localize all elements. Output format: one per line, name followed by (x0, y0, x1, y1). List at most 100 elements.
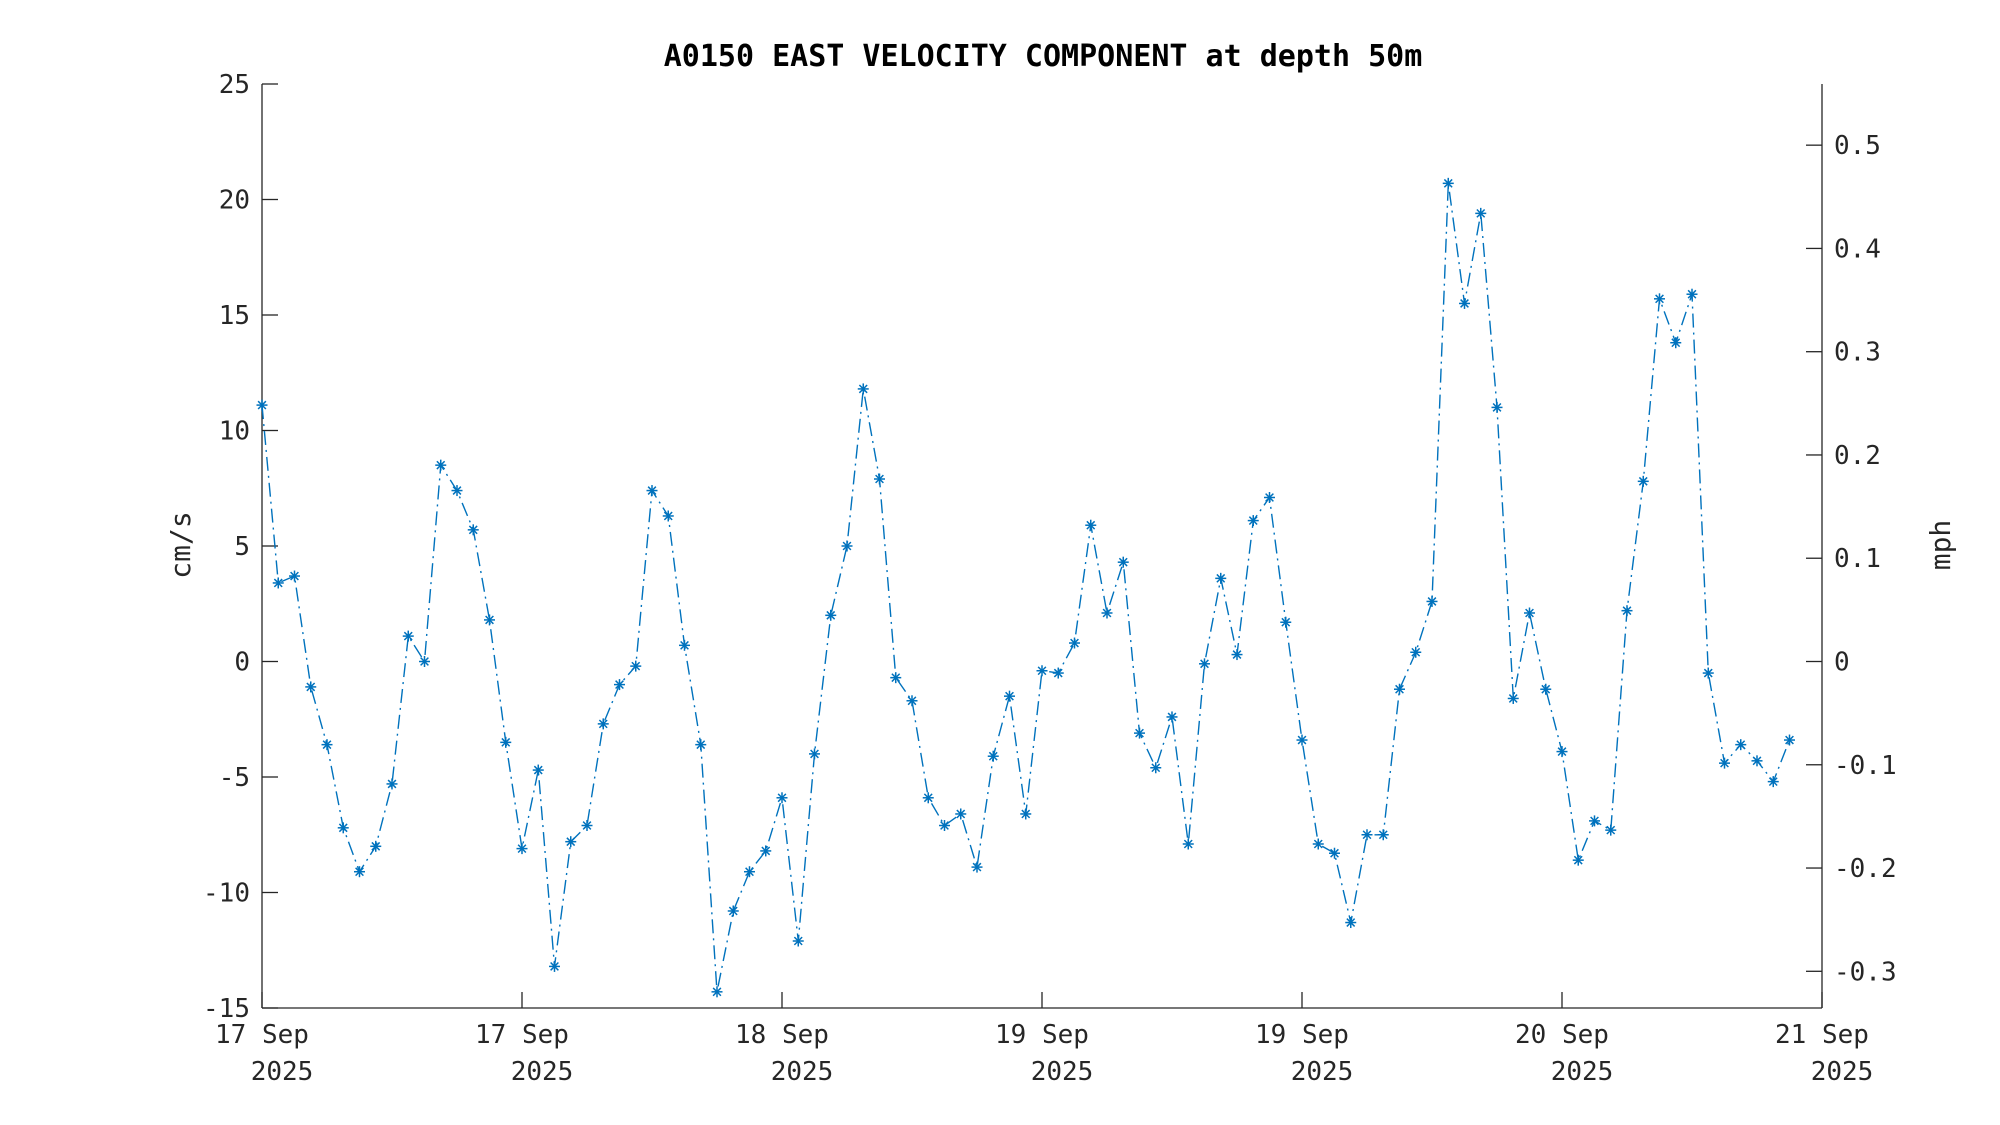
data-point-marker (906, 695, 918, 707)
x-tick-label-date: 20 Sep (1515, 1020, 1609, 1050)
y-tick-label-left: 15 (219, 301, 250, 331)
plot-axes: 25 20 15 10 5 0 -5 -10 -15 0.5 0.4 0.3 0.2 0.1 0 -0.1 -0… (203, 70, 1897, 1087)
chart-title: A0150 EAST VELOCITY COMPONENT at depth 5… (664, 39, 1423, 74)
y-tick-label-right: 0.4 (1834, 234, 1881, 264)
data-point-marker (272, 577, 284, 589)
data-point-marker (1134, 727, 1145, 739)
data-point-marker (581, 820, 593, 832)
y-tick-label-left: -5 (219, 763, 250, 793)
data-point-marker (419, 656, 430, 667)
data-point-marker (1052, 667, 1064, 679)
x-tick-label-year: 2025 (1291, 1057, 1354, 1087)
data-point-marker (370, 840, 382, 852)
data-point-marker (1524, 607, 1535, 619)
data-point-marker (971, 861, 983, 873)
data-point-marker (922, 792, 934, 804)
data-point-marker (890, 672, 902, 684)
data-point-marker (467, 524, 479, 536)
data-point-marker (1540, 683, 1552, 695)
data-point-marker (516, 843, 528, 855)
series-layer (256, 177, 1795, 998)
x-tick-label-date: 18 Sep (735, 1020, 829, 1050)
data-point-marker (1702, 667, 1714, 679)
data-point-marker (1475, 207, 1487, 219)
data-point-marker (776, 792, 788, 804)
data-point-marker (1605, 824, 1617, 836)
y-tick-label-right: 0.5 (1834, 131, 1881, 161)
y-tick-label-right: -0.3 (1834, 957, 1897, 987)
data-point-marker (337, 822, 349, 834)
data-point-marker (1377, 829, 1389, 841)
data-point-marker (1621, 605, 1633, 617)
y-tick-label-right: 0.2 (1834, 441, 1881, 471)
data-point-marker (1361, 829, 1373, 841)
data-point-marker (630, 660, 642, 672)
data-point-marker (760, 845, 772, 857)
y-tick-label-right: -0.2 (1834, 854, 1897, 884)
data-point-marker (1784, 734, 1795, 746)
y-tick-label-right: 0 (1834, 648, 1850, 678)
x-tick-label-date: 19 Sep (995, 1020, 1089, 1050)
data-point-marker (939, 820, 950, 832)
y-tick-label-right: 0.3 (1834, 338, 1881, 368)
data-point-marker (874, 473, 885, 485)
data-point-marker (435, 459, 447, 471)
data-point-marker (402, 630, 414, 642)
data-point-marker (857, 383, 869, 395)
data-point-marker (1264, 491, 1275, 503)
data-point-marker (1231, 649, 1243, 661)
x-tick-label-year: 2025 (511, 1057, 574, 1087)
x-tick-label-year: 2025 (1031, 1057, 1094, 1087)
data-point-marker (1150, 762, 1162, 774)
data-point-marker (1637, 475, 1649, 487)
data-point-marker (565, 836, 577, 848)
data-point-marker (1507, 692, 1519, 704)
x-tick-label-date: 17 Sep (475, 1020, 569, 1050)
data-point-marker (1767, 776, 1779, 788)
data-point-marker (1312, 838, 1324, 850)
data-point-marker (386, 778, 398, 790)
data-point-marker (1410, 646, 1422, 658)
data-point-marker (1426, 595, 1438, 607)
data-point-marker (1280, 616, 1292, 628)
data-point-marker (289, 570, 300, 582)
y-tick-label-left: -15 (203, 994, 250, 1024)
data-point-marker (1101, 607, 1113, 619)
data-point-marker (1215, 572, 1227, 584)
x-tick-label-date: 19 Sep (1255, 1020, 1349, 1050)
data-point-marker (792, 935, 804, 947)
data-point-marker (1670, 337, 1682, 349)
y-axis-label-right: mph (1924, 520, 1957, 571)
data-point-marker (532, 764, 544, 776)
y-tick-label-left: 5 (234, 532, 250, 562)
data-point-marker (1589, 815, 1600, 827)
data-point-marker (695, 739, 707, 751)
data-point-marker (305, 681, 317, 693)
data-point-marker (1085, 519, 1097, 531)
data-point-marker (1345, 917, 1357, 929)
data-point-marker (841, 540, 853, 552)
data-point-marker (1719, 757, 1730, 769)
data-point-marker (1394, 683, 1405, 695)
x-tick-label-year: 2025 (1551, 1057, 1614, 1087)
data-point-marker (597, 718, 609, 730)
data-point-marker (1686, 288, 1698, 300)
data-point-marker (1036, 665, 1048, 677)
data-point-marker (825, 609, 837, 621)
y-tick-label-left: 10 (219, 417, 250, 447)
data-point-marker (1654, 293, 1665, 305)
data-point-marker (484, 614, 495, 626)
data-point-marker (1459, 297, 1470, 309)
series-line (261, 183, 1791, 992)
data-point-marker (256, 399, 268, 411)
data-point-marker (809, 748, 820, 760)
data-point-marker (744, 866, 755, 878)
data-point-marker (1329, 847, 1340, 859)
data-point-marker (1751, 755, 1763, 767)
data-point-marker (1556, 746, 1568, 758)
data-point-marker (1004, 690, 1015, 702)
data-point-marker (1117, 556, 1129, 568)
x-tick-label-date: 21 Sep (1775, 1020, 1869, 1050)
data-point-marker (1182, 838, 1194, 850)
